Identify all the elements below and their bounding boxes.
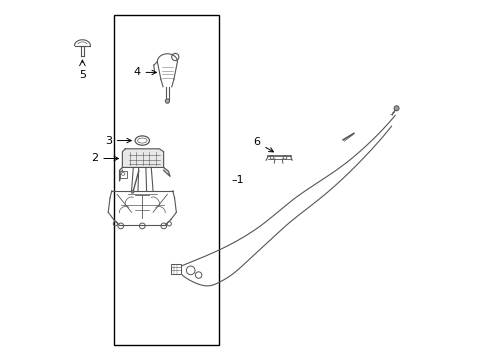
Bar bbox=[113, 15, 219, 345]
Text: 2: 2 bbox=[91, 153, 118, 163]
Polygon shape bbox=[163, 167, 170, 176]
Text: –1: –1 bbox=[231, 175, 244, 185]
Circle shape bbox=[165, 99, 169, 103]
Text: 6: 6 bbox=[253, 138, 273, 152]
Circle shape bbox=[131, 190, 134, 193]
Text: 4: 4 bbox=[133, 67, 156, 77]
Polygon shape bbox=[119, 167, 122, 181]
Text: 3: 3 bbox=[104, 136, 131, 145]
Bar bbox=[171, 264, 181, 274]
Bar bbox=[119, 171, 126, 178]
Polygon shape bbox=[122, 149, 163, 167]
Circle shape bbox=[393, 106, 398, 111]
Text: 5: 5 bbox=[79, 70, 86, 80]
